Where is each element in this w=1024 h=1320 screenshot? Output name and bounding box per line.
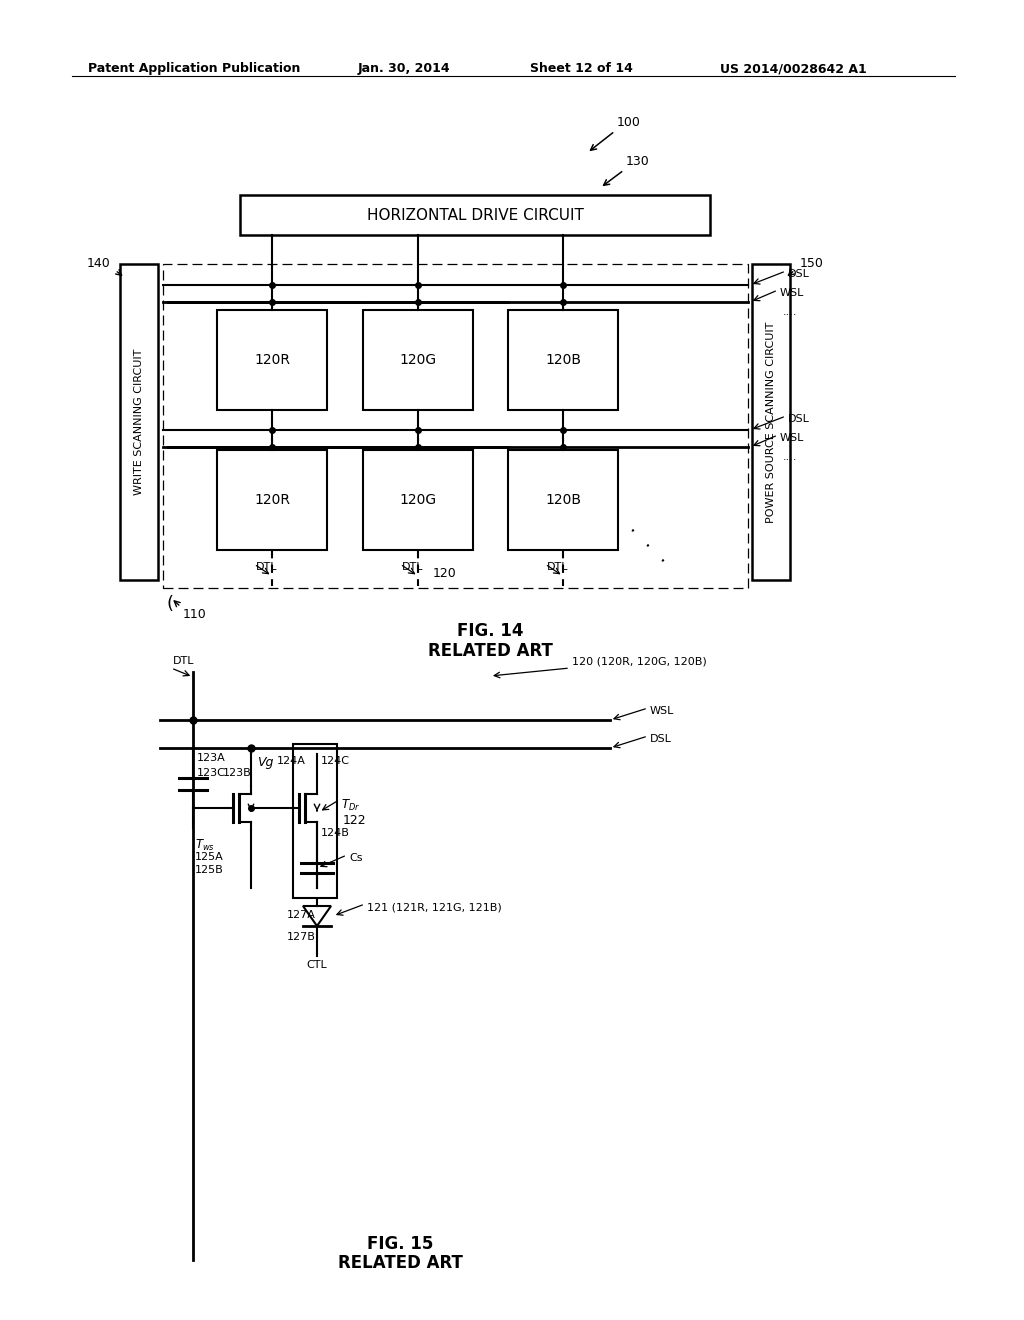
Text: ....: .... [783, 451, 798, 462]
Text: CTL: CTL [306, 960, 328, 970]
Text: 120B: 120B [545, 352, 581, 367]
Text: RELATED ART: RELATED ART [428, 642, 552, 660]
Text: DSL: DSL [788, 414, 810, 424]
Text: 123A: 123A [197, 752, 225, 763]
Text: WSL: WSL [780, 433, 805, 444]
Text: 120R: 120R [254, 492, 290, 507]
Text: DTL: DTL [402, 562, 424, 572]
Text: 125A: 125A [195, 851, 224, 862]
Text: 120: 120 [433, 568, 457, 579]
Text: US 2014/0028642 A1: US 2014/0028642 A1 [720, 62, 866, 75]
Text: $T_{Dr}$: $T_{Dr}$ [341, 799, 360, 813]
Text: 127B: 127B [287, 932, 315, 942]
Text: FIG. 15: FIG. 15 [367, 1236, 433, 1253]
Bar [293, 744, 337, 898]
Text: 124A: 124A [278, 756, 306, 766]
Text: 124B: 124B [321, 828, 350, 838]
Bar [120, 264, 158, 579]
Text: DTL: DTL [256, 562, 278, 572]
Text: 124C: 124C [321, 756, 350, 766]
Text: WSL: WSL [780, 288, 805, 298]
Text: Jan. 30, 2014: Jan. 30, 2014 [358, 62, 451, 75]
Text: 120G: 120G [399, 352, 436, 367]
Bar [163, 264, 748, 587]
Text: $\cdot$: $\cdot$ [638, 536, 655, 554]
Text: 140: 140 [86, 257, 110, 271]
Bar [508, 310, 618, 411]
Bar [508, 450, 618, 550]
Bar [217, 450, 327, 550]
Text: 120G: 120G [399, 492, 436, 507]
Text: 100: 100 [617, 116, 641, 129]
Text: Vg: Vg [257, 756, 273, 770]
Text: DSL: DSL [788, 269, 810, 279]
Text: 122: 122 [343, 814, 367, 828]
Text: WRITE SCANNING CIRCUIT: WRITE SCANNING CIRCUIT [134, 348, 144, 495]
Text: FIG. 14: FIG. 14 [457, 622, 523, 640]
Text: ....: .... [783, 308, 798, 317]
Text: (: ( [167, 595, 174, 612]
Text: 125B: 125B [195, 865, 224, 875]
Text: 123B: 123B [223, 768, 252, 777]
Bar [217, 310, 327, 411]
Text: 127A: 127A [287, 909, 315, 920]
Text: $\cdot$: $\cdot$ [623, 521, 640, 540]
Text: Cs: Cs [349, 853, 362, 863]
Text: 120R: 120R [254, 352, 290, 367]
Bar [752, 264, 790, 579]
Text: 120B: 120B [545, 492, 581, 507]
Text: 120 (120R, 120G, 120B): 120 (120R, 120G, 120B) [572, 656, 707, 667]
Text: Patent Application Publication: Patent Application Publication [88, 62, 300, 75]
Text: 123C: 123C [197, 768, 226, 777]
Text: POWER SOURCE SCANNING CIRCUIT: POWER SOURCE SCANNING CIRCUIT [766, 321, 776, 523]
Bar [362, 450, 473, 550]
Text: $\cdot$: $\cdot$ [653, 550, 670, 569]
Text: 121 (121R, 121G, 121B): 121 (121R, 121G, 121B) [367, 902, 502, 912]
Text: 150: 150 [800, 257, 824, 271]
Text: DTL: DTL [173, 656, 195, 667]
Text: RELATED ART: RELATED ART [338, 1254, 463, 1272]
Text: WSL: WSL [650, 706, 675, 715]
Text: HORIZONTAL DRIVE CIRCUIT: HORIZONTAL DRIVE CIRCUIT [367, 207, 584, 223]
Text: 110: 110 [183, 609, 207, 620]
Text: $T_{ws}$: $T_{ws}$ [195, 838, 215, 853]
Bar [240, 195, 710, 235]
Text: DTL: DTL [547, 562, 568, 572]
Text: Sheet 12 of 14: Sheet 12 of 14 [530, 62, 633, 75]
Text: DSL: DSL [650, 734, 672, 744]
Text: 130: 130 [626, 154, 650, 168]
Bar [362, 310, 473, 411]
